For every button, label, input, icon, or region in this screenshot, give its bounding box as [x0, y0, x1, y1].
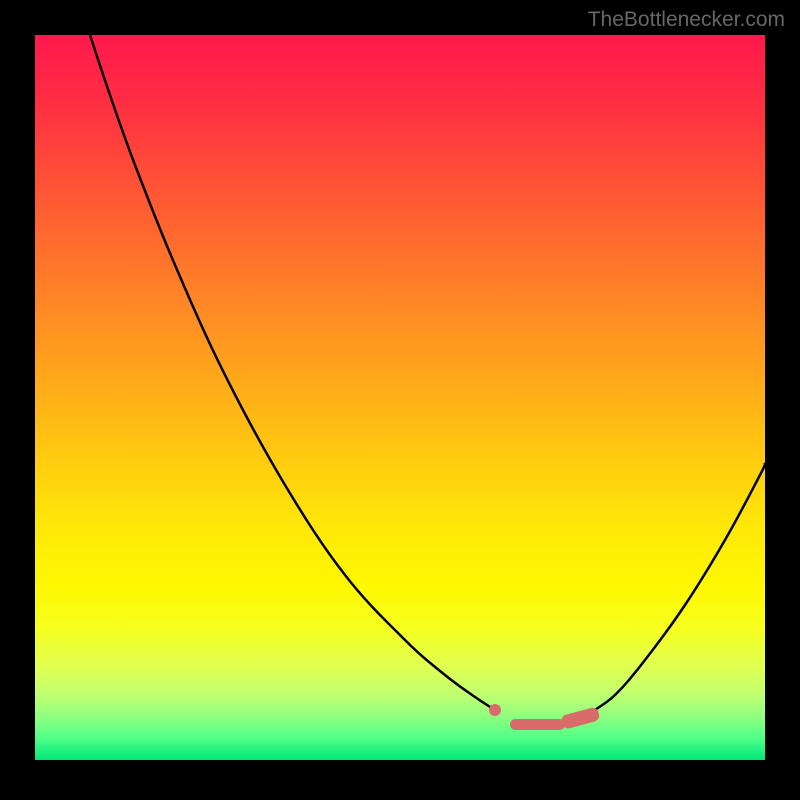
marker-dot [489, 704, 501, 716]
bottleneck-curve [35, 35, 765, 760]
watermark-text: TheBottlenecker.com [588, 8, 785, 32]
chart-plot-area [35, 35, 765, 760]
marker-word-0 [510, 719, 565, 730]
